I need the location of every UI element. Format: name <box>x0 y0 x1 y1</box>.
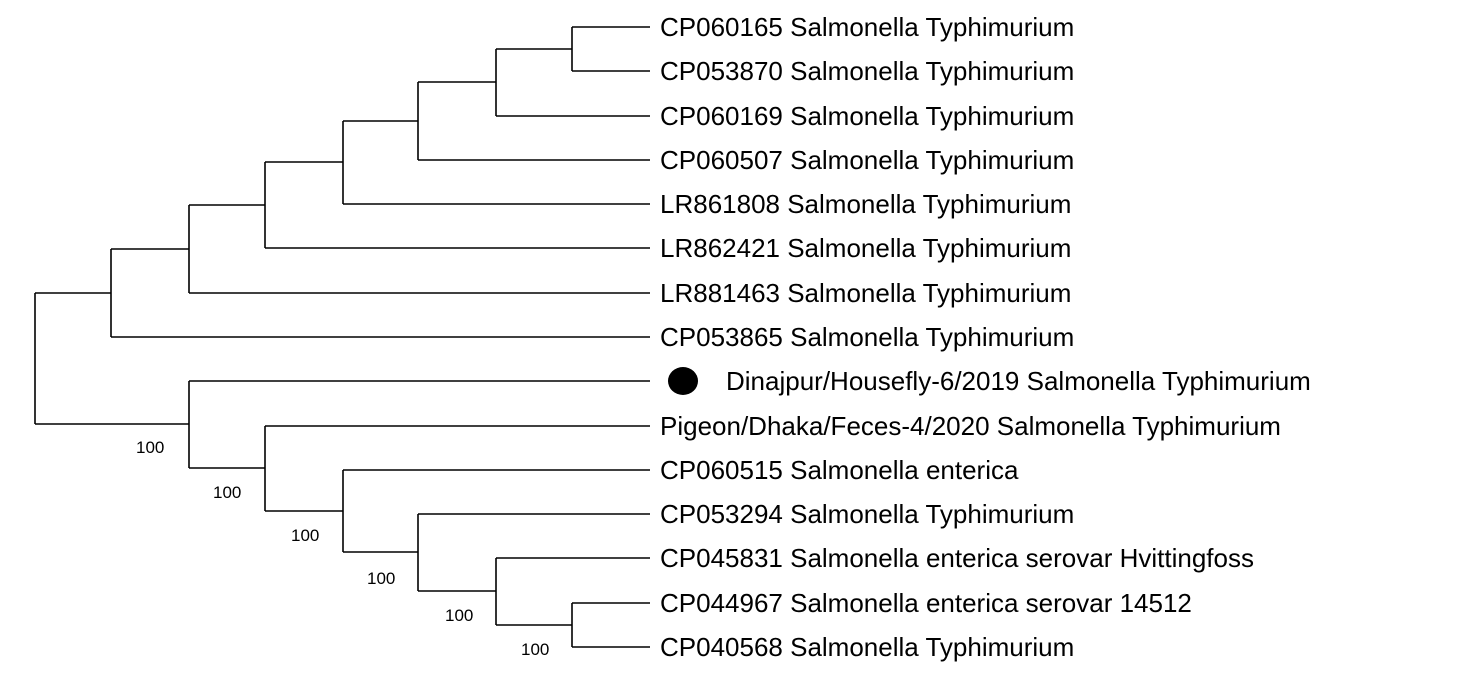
bootstrap-value: 100 <box>445 606 473 625</box>
leaf-label: LR881463 Salmonella Typhimurium <box>660 278 1071 308</box>
marker-layer <box>668 367 698 395</box>
leaf-label: CP045831 Salmonella enterica serovar Hvi… <box>660 543 1254 573</box>
leaf-label: CP060515 Salmonella enterica <box>660 455 1019 485</box>
bootstrap-value: 100 <box>291 526 319 545</box>
bootstrap-value: 100 <box>521 640 549 659</box>
leaf-label: CP040568 Salmonella Typhimurium <box>660 632 1074 662</box>
leaf-label: CP060165 Salmonella Typhimurium <box>660 12 1074 42</box>
leaf-label: CP053870 Salmonella Typhimurium <box>660 56 1074 86</box>
bootstrap-labels: 100 100 100 100 100 100 <box>136 438 549 659</box>
leaf-label: LR862421 Salmonella Typhimurium <box>660 233 1071 263</box>
leaf-label: CP060169 Salmonella Typhimurium <box>660 101 1074 131</box>
tree-branches <box>34 26 650 648</box>
leaf-label: Pigeon/Dhaka/Feces-4/2020 Salmonella Typ… <box>660 411 1281 441</box>
bootstrap-value: 100 <box>136 438 164 457</box>
leaf-label: LR861808 Salmonella Typhimurium <box>660 189 1071 219</box>
bootstrap-value: 100 <box>367 569 395 588</box>
leaf-label: CP044967 Salmonella enterica serovar 145… <box>660 588 1192 618</box>
filled-circle-marker-icon <box>668 367 698 395</box>
leaf-labels: CP060165 Salmonella Typhimurium CP053870… <box>660 12 1311 662</box>
leaf-label: CP053294 Salmonella Typhimurium <box>660 499 1074 529</box>
leaf-label: CP053865 Salmonella Typhimurium <box>660 322 1074 352</box>
bootstrap-value: 100 <box>213 483 241 502</box>
leaf-label: CP060507 Salmonella Typhimurium <box>660 145 1074 175</box>
leaf-label: Dinajpur/Housefly-6/2019 Salmonella Typh… <box>726 366 1311 396</box>
